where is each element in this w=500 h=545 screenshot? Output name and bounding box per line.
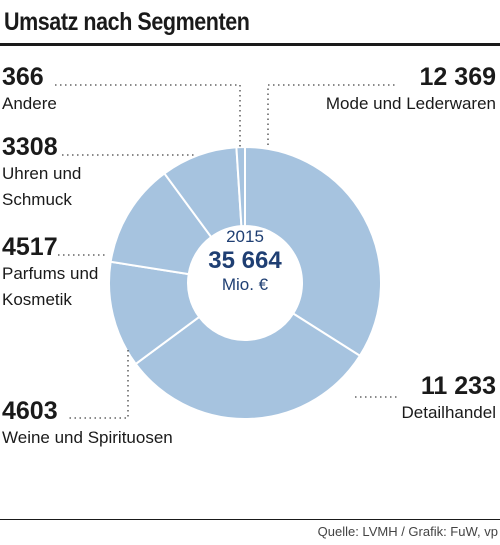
leader-mode [267,84,398,145]
label-value: 3308 [2,133,58,161]
label-name: Detailhandel [401,403,496,422]
label-name: Parfums und Kosmetik [2,264,99,309]
center-year: 2015 [226,227,264,246]
label-name: Andere [2,94,57,113]
label-mode-lederwaren: 12 369 Mode und Lederwaren [326,63,496,117]
label-uhren-schmuck: 3308 Uhren und Schmuck [2,133,112,213]
label-name: Mode und Lederwaren [325,94,496,113]
label-name: Uhren und Schmuck [2,164,82,209]
label-weine-spirituosen: 4603 Weine und Spirituosen [2,397,173,451]
label-value: 366 [2,63,44,91]
title-rule [0,43,500,46]
center-label: 2015 35 664 Mio. € [190,227,300,295]
slice-0 [244,145,382,358]
slice-5 [235,145,246,228]
label-andere: 366 Andere [2,63,57,117]
label-value: 4603 [2,397,58,425]
center-total: 35 664 [208,247,282,274]
slice-1 [134,312,362,420]
label-name: Weine und Spirituosen [2,428,173,447]
label-value: 12 369 [419,63,496,91]
leader-andere [55,84,241,148]
source-note: Quelle: LVMH / Grafik: FuW, vp [317,524,498,539]
center-unit: Mio. € [221,275,269,294]
label-parfums-kosmetik: 4517 Parfums und Kosmetik [2,233,112,313]
label-value: 11 233 [420,372,496,400]
footer-rule [0,519,500,520]
label-value: 4517 [2,233,58,261]
chart-title: Umsatz nach Segmenten [4,8,250,36]
label-detailhandel: 11 233 Detailhandel [401,372,496,426]
